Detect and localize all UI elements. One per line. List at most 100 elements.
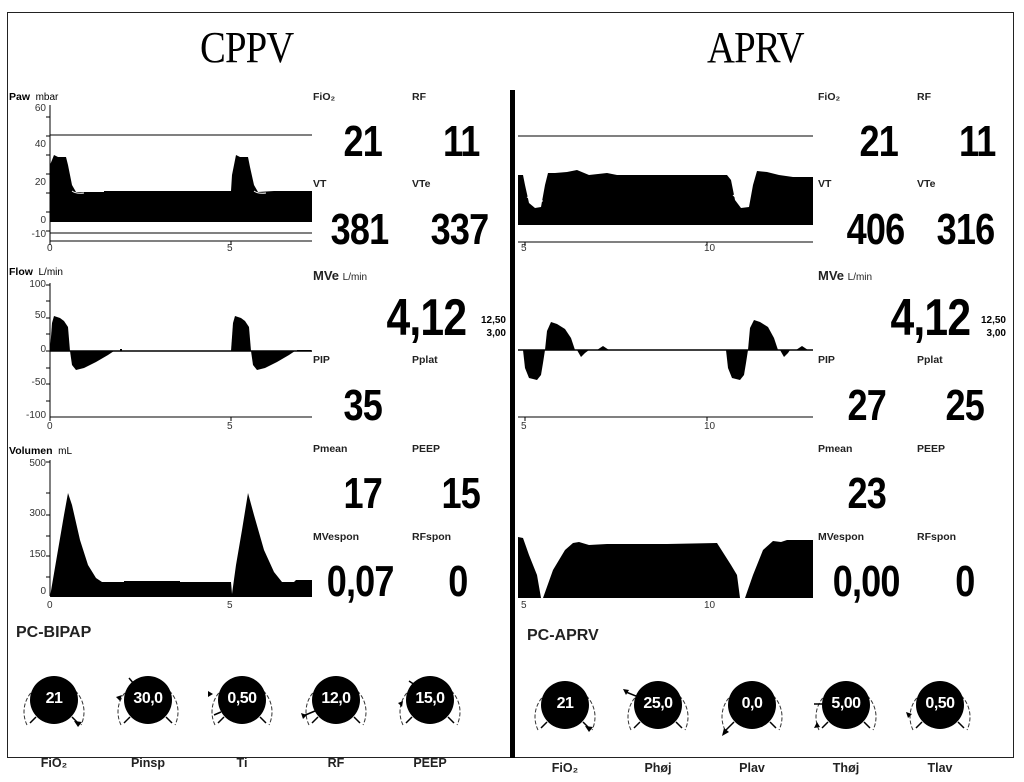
mve-limits: 12,50 3,00 — [980, 315, 1006, 339]
knob-label: Ti — [236, 756, 248, 770]
pip-value: 27 — [847, 381, 886, 430]
volume-waveform-left — [46, 460, 312, 597]
flow-ytick: 0 — [40, 344, 46, 355]
ventilation-mode-left: PC-BIPAP — [16, 624, 92, 641]
flow-waveform-right — [518, 320, 813, 421]
mvespon-label: MVespon — [313, 531, 360, 543]
fio2-value: 21 — [343, 117, 382, 166]
fio2-value: 21 — [859, 117, 898, 166]
vt-label: VT — [313, 178, 327, 190]
volume-xtick: 5 — [227, 600, 233, 611]
knob-label: Pinsp — [130, 756, 166, 770]
mve-label: MVe L/min — [313, 268, 368, 283]
pip-label: PIP — [818, 354, 835, 366]
mve-label: MVe L/min — [818, 268, 873, 283]
vt-label: VT — [818, 178, 832, 190]
knob-value: 0,0 — [741, 695, 763, 712]
knob-value: 5,00 — [831, 695, 861, 712]
peep-label: PEEP — [412, 443, 441, 455]
volume-waveform-right — [518, 537, 813, 598]
paw-ytick: 40 — [34, 139, 46, 150]
knob-phoj[interactable]: 25,0 Phøj — [620, 670, 696, 780]
pmean-label: Pmean — [818, 443, 853, 455]
right-panel-title: APRV — [707, 23, 805, 72]
vt-value: 381 — [330, 205, 389, 254]
knob-tlav[interactable]: 0,50 Tlav — [902, 670, 978, 780]
knob-plav[interactable]: 0,0 Plav — [714, 670, 790, 780]
knob-fio2[interactable]: 21 FiO₂ — [16, 665, 92, 775]
knob-label: FiO₂ — [551, 761, 579, 775]
knob-label: Tlav — [927, 761, 953, 775]
knob-label: PEEP — [413, 756, 447, 770]
vte-label: VTe — [917, 178, 936, 190]
flow-ytick: 100 — [29, 279, 46, 290]
pmean-label: Pmean — [313, 443, 348, 455]
vte-value: 316 — [936, 205, 995, 254]
rfspon-label: RFspon — [917, 531, 957, 543]
mve-value: 4,12 — [386, 289, 467, 347]
knob-rf[interactable]: 12,0 RF — [298, 665, 374, 775]
volume-xtick: 0 — [47, 600, 53, 611]
mvespon-label: MVespon — [818, 531, 865, 543]
flow-xtick: 0 — [47, 421, 53, 432]
paw-xtick: 0 — [47, 243, 53, 254]
knob-pinsp[interactable]: 30,0 Pinsp — [110, 665, 186, 775]
dial-icon — [208, 676, 273, 726]
volume-ytick: 300 — [29, 508, 46, 519]
knob-thoj[interactable]: 5,00 Thøj — [808, 670, 884, 780]
dial-icon — [906, 681, 971, 731]
dial-icon — [721, 681, 783, 736]
dial-icon — [398, 676, 461, 726]
pip-value: 35 — [343, 381, 382, 430]
pip-label: PIP — [313, 354, 330, 366]
dial-icon — [116, 676, 179, 726]
volume-ytick: 150 — [29, 549, 46, 560]
paw-label: Paw mbar — [9, 91, 59, 103]
fio2-label: FiO₂ — [313, 91, 336, 103]
flow-xtick: 5 — [521, 421, 527, 432]
dial-icon — [23, 676, 85, 727]
knob-label: Plav — [739, 761, 765, 775]
rfspon-value: 0 — [954, 557, 975, 606]
flow-ytick: -100 — [25, 410, 46, 421]
knob-value: 21 — [556, 695, 574, 712]
paw-ytick: -10 — [31, 229, 46, 240]
pplat-label: Pplat — [917, 354, 943, 366]
vt-value: 406 — [846, 205, 905, 254]
pmean-value: 23 — [847, 469, 886, 518]
pplat-label: Pplat — [412, 354, 438, 366]
knob-fio2[interactable]: 21 FiO₂ — [527, 670, 603, 780]
knob-value: 15,0 — [415, 690, 445, 707]
paw-xtick: 10 — [704, 243, 716, 254]
knob-label: RF — [327, 756, 345, 770]
rf-value: 11 — [443, 117, 480, 166]
dial-icon — [623, 681, 689, 731]
fio2-label: FiO₂ — [818, 91, 841, 103]
flow-xtick: 10 — [704, 421, 716, 432]
rf-label: RF — [917, 91, 931, 103]
paw-xtick: 5 — [521, 243, 527, 254]
rf-label: RF — [412, 91, 426, 103]
paw-waveform-right — [518, 135, 813, 246]
volume-xtick: 10 — [704, 600, 716, 611]
volume-label: Volumen mL — [9, 445, 73, 457]
knob-value: 30,0 — [133, 690, 163, 707]
peep-label: PEEP — [917, 443, 946, 455]
paw-ytick: 20 — [34, 177, 46, 188]
knob-value: 25,0 — [643, 695, 673, 712]
pmean-value: 17 — [343, 469, 382, 518]
volume-xtick: 5 — [521, 600, 527, 611]
rf-value: 11 — [959, 117, 996, 166]
ventilation-mode-right: PC-APRV — [527, 627, 599, 644]
flow-label: Flow L/min — [9, 266, 63, 278]
flow-ytick: -50 — [31, 377, 46, 388]
mvespon-value: 0,07 — [327, 557, 395, 606]
knob-value: 0,50 — [925, 695, 955, 712]
dial-icon — [814, 681, 877, 731]
mve-limits: 12,50 3,00 — [480, 315, 506, 339]
knob-ti[interactable]: 0,50 Ti — [204, 665, 280, 775]
knob-peep[interactable]: 15,0 PEEP — [392, 665, 468, 775]
dial-icon — [534, 681, 596, 732]
pplat-value: 25 — [945, 381, 984, 430]
knob-value: 0,50 — [227, 690, 257, 707]
